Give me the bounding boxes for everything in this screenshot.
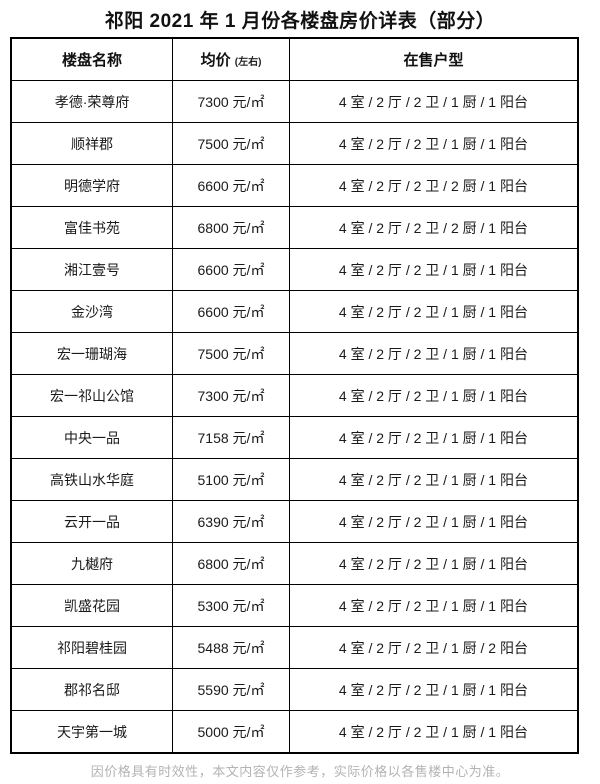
layout-cell: 4 室 / 2 厅 / 2 卫 / 1 厨 / 1 阳台	[288, 416, 579, 459]
layout-cell: 4 室 / 2 厅 / 2 卫 / 1 厨 / 1 阳台	[288, 290, 579, 333]
disclaimer-text: 因价格具有时效性，本文内容仅作参考，实际价格以各售楼中心为准。	[90, 764, 510, 779]
property-name-cell: 孝德·荣尊府	[10, 80, 174, 123]
property-name-cell: 明德学府	[10, 164, 174, 207]
table-row: 金沙湾 6600 元/㎡ 4 室 / 2 厅 / 2 卫 / 1 厨 / 1 阳…	[10, 290, 579, 333]
layout-cell: 4 室 / 2 厅 / 2 卫 / 1 厨 / 1 阳台	[288, 500, 579, 543]
table-row: 天宇第一城 5000 元/㎡ 4 室 / 2 厅 / 2 卫 / 1 厨 / 1…	[10, 710, 579, 754]
property-name-cell: 高铁山水华庭	[10, 458, 174, 501]
price-cell: 6800 元/㎡	[172, 542, 290, 585]
layout-cell: 4 室 / 2 厅 / 2 卫 / 1 厨 / 1 阳台	[288, 710, 579, 754]
layout-cell: 4 室 / 2 厅 / 2 卫 / 2 厨 / 1 阳台	[288, 206, 579, 249]
layout-cell: 4 室 / 2 厅 / 2 卫 / 1 厨 / 1 阳台	[288, 584, 579, 627]
table-row: 云开一品 6390 元/㎡ 4 室 / 2 厅 / 2 卫 / 1 厨 / 1 …	[10, 500, 579, 543]
page-title: 祁阳 2021 年 1 月份各楼盘房价详表（部分）	[104, 11, 496, 32]
property-name-cell: 金沙湾	[10, 290, 174, 333]
price-cell: 6800 元/㎡	[172, 206, 290, 249]
property-name-cell: 郡祁名邸	[10, 668, 174, 711]
layout-cell: 4 室 / 2 厅 / 2 卫 / 1 厨 / 1 阳台	[288, 248, 579, 291]
table-row: 高铁山水华庭 5100 元/㎡ 4 室 / 2 厅 / 2 卫 / 1 厨 / …	[10, 458, 579, 501]
price-cell: 6600 元/㎡	[172, 290, 290, 333]
table-row: 祁阳碧桂园 5488 元/㎡ 4 室 / 2 厅 / 2 卫 / 1 厨 / 2…	[10, 626, 579, 669]
table-row: 明德学府 6600 元/㎡ 4 室 / 2 厅 / 2 卫 / 2 厨 / 1 …	[10, 164, 579, 207]
price-cell: 5488 元/㎡	[172, 626, 290, 669]
property-name-cell: 宏一珊瑚海	[10, 332, 174, 375]
layout-cell: 4 室 / 2 厅 / 2 卫 / 1 厨 / 1 阳台	[288, 374, 579, 417]
table-row: 宏一珊瑚海 7500 元/㎡ 4 室 / 2 厅 / 2 卫 / 1 厨 / 1…	[10, 332, 579, 375]
layout-cell: 4 室 / 2 厅 / 2 卫 / 1 厨 / 1 阳台	[288, 122, 579, 165]
price-cell: 6600 元/㎡	[172, 248, 290, 291]
price-cell: 7300 元/㎡	[172, 80, 290, 123]
table-row: 湘江壹号 6600 元/㎡ 4 室 / 2 厅 / 2 卫 / 1 厨 / 1 …	[10, 248, 579, 291]
property-name-cell: 顺祥郡	[10, 122, 174, 165]
price-cell: 7500 元/㎡	[172, 332, 290, 375]
property-name-cell: 中央一品	[10, 416, 174, 459]
layout-cell: 4 室 / 2 厅 / 2 卫 / 1 厨 / 1 阳台	[288, 542, 579, 585]
price-cell: 5100 元/㎡	[172, 458, 290, 501]
price-cell: 6390 元/㎡	[172, 500, 290, 543]
table-row: 九樾府 6800 元/㎡ 4 室 / 2 厅 / 2 卫 / 1 厨 / 1 阳…	[10, 542, 579, 585]
header-unit-layout: 在售户型	[288, 37, 579, 81]
price-cell: 5590 元/㎡	[172, 668, 290, 711]
price-cell: 5300 元/㎡	[172, 584, 290, 627]
property-name-cell: 天宇第一城	[10, 710, 174, 754]
header-average-price: 均价 (左右)	[172, 37, 290, 81]
price-cell: 6600 元/㎡	[172, 164, 290, 207]
price-table: 楼盘名称 均价 (左右) 在售户型 孝德·荣尊府 7300 元/㎡ 4 室 / …	[10, 37, 579, 754]
price-cell: 7158 元/㎡	[172, 416, 290, 459]
property-name-cell: 湘江壹号	[10, 248, 174, 291]
layout-cell: 4 室 / 2 厅 / 2 卫 / 2 厨 / 1 阳台	[288, 164, 579, 207]
table-row: 凯盛花园 5300 元/㎡ 4 室 / 2 厅 / 2 卫 / 1 厨 / 1 …	[10, 584, 579, 627]
header-row: 楼盘名称 均价 (左右) 在售户型	[10, 37, 579, 81]
price-cell: 5000 元/㎡	[172, 710, 290, 754]
price-cell: 7300 元/㎡	[172, 374, 290, 417]
table-row: 宏一祁山公馆 7300 元/㎡ 4 室 / 2 厅 / 2 卫 / 1 厨 / …	[10, 374, 579, 417]
table-body: 孝德·荣尊府 7300 元/㎡ 4 室 / 2 厅 / 2 卫 / 1 厨 / …	[10, 80, 579, 754]
table-row: 中央一品 7158 元/㎡ 4 室 / 2 厅 / 2 卫 / 1 厨 / 1 …	[10, 416, 579, 459]
table-row: 郡祁名邸 5590 元/㎡ 4 室 / 2 厅 / 2 卫 / 1 厨 / 1 …	[10, 668, 579, 711]
layout-cell: 4 室 / 2 厅 / 2 卫 / 1 厨 / 1 阳台	[288, 80, 579, 123]
property-name-cell: 宏一祁山公馆	[10, 374, 174, 417]
property-name-cell: 祁阳碧桂园	[10, 626, 174, 669]
property-name-cell: 富佳书苑	[10, 206, 174, 249]
property-name-cell: 九樾府	[10, 542, 174, 585]
layout-cell: 4 室 / 2 厅 / 2 卫 / 1 厨 / 1 阳台	[288, 458, 579, 501]
header-property-name: 楼盘名称	[10, 37, 174, 81]
property-name-cell: 云开一品	[10, 500, 174, 543]
property-name-cell: 凯盛花园	[10, 584, 174, 627]
price-cell: 7500 元/㎡	[172, 122, 290, 165]
header-price-note: (左右)	[234, 57, 262, 68]
table-row: 顺祥郡 7500 元/㎡ 4 室 / 2 厅 / 2 卫 / 1 厨 / 1 阳…	[10, 122, 579, 165]
layout-cell: 4 室 / 2 厅 / 2 卫 / 1 厨 / 2 阳台	[288, 626, 579, 669]
table-row: 富佳书苑 6800 元/㎡ 4 室 / 2 厅 / 2 卫 / 2 厨 / 1 …	[10, 206, 579, 249]
table-header: 楼盘名称 均价 (左右) 在售户型	[10, 37, 579, 81]
table-row: 孝德·荣尊府 7300 元/㎡ 4 室 / 2 厅 / 2 卫 / 1 厨 / …	[10, 80, 579, 123]
header-price-label: 均价	[200, 52, 231, 69]
layout-cell: 4 室 / 2 厅 / 2 卫 / 1 厨 / 1 阳台	[288, 668, 579, 711]
layout-cell: 4 室 / 2 厅 / 2 卫 / 1 厨 / 1 阳台	[288, 332, 579, 375]
